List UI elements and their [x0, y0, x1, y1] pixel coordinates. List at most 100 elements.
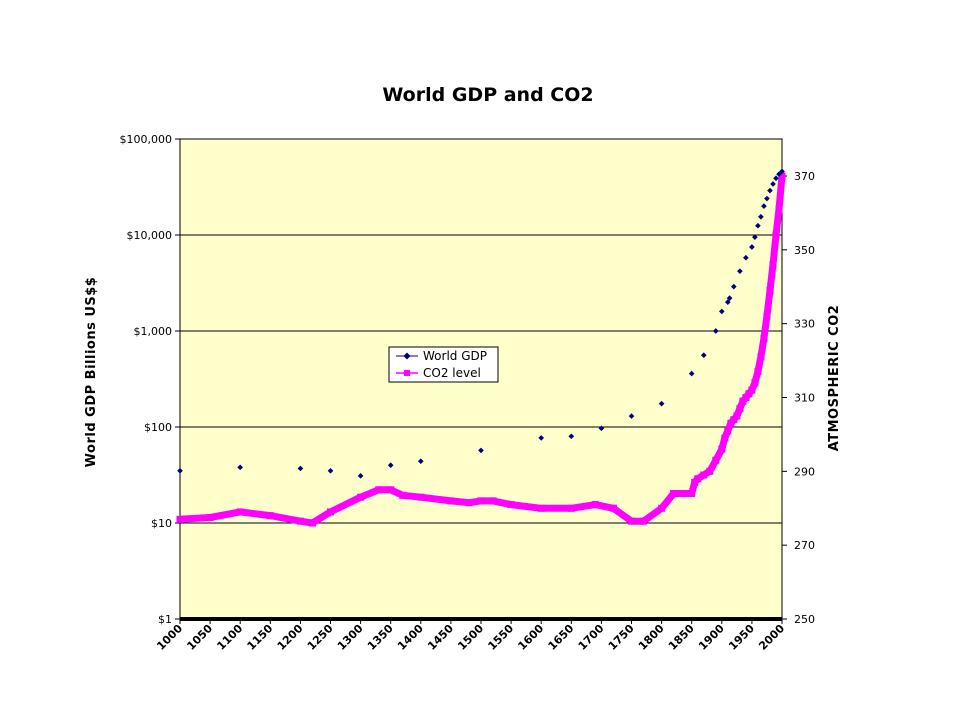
- x-tick-label: 1450: [425, 622, 456, 653]
- co2-point: [658, 504, 666, 512]
- x-tick-label: 1850: [666, 622, 697, 653]
- co2-point: [754, 368, 762, 376]
- co2-point: [739, 397, 747, 405]
- y-tick-label: $10,000: [127, 229, 173, 242]
- y2-tick-label: 290: [794, 465, 815, 478]
- co2-point: [751, 379, 759, 387]
- x-tick-label: 1050: [184, 622, 215, 653]
- y-tick-label: $100,000: [120, 133, 173, 146]
- legend-gdp-label: World GDP: [423, 349, 487, 363]
- co2-point: [236, 508, 244, 516]
- co2-point: [712, 456, 720, 464]
- gdp-point: [730, 283, 737, 290]
- x-tick-label: 1950: [726, 622, 757, 653]
- x-tick-label: 1250: [305, 622, 336, 653]
- x-tick-label: 1000: [154, 622, 185, 653]
- x-tick-label: 1650: [546, 622, 577, 653]
- co2-point: [688, 489, 696, 497]
- co2-point: [507, 501, 515, 509]
- gdp-point: [658, 400, 665, 407]
- legend-gdp-marker: [403, 352, 411, 360]
- x-tick-label: 1550: [485, 622, 516, 653]
- gridlines: [180, 234, 782, 524]
- co2-point: [489, 497, 497, 505]
- co2-point: [628, 517, 635, 525]
- co2-point: [724, 427, 732, 435]
- x-tick-label: 1750: [606, 622, 637, 653]
- co2-point: [700, 471, 708, 479]
- co2-point: [327, 508, 334, 516]
- x-tick-label: 1700: [576, 622, 607, 653]
- legend-co2-marker: [404, 370, 410, 376]
- y2-tick-label: 270: [794, 539, 815, 552]
- co2-point: [778, 172, 786, 180]
- x-tick-label: 1150: [245, 622, 276, 653]
- gdp-point: [417, 458, 424, 465]
- co2-point: [772, 231, 780, 239]
- co2-point: [766, 286, 774, 294]
- x-tick-label: 2000: [756, 622, 787, 653]
- gdp-point: [327, 467, 334, 474]
- gdp-point: [568, 433, 575, 440]
- co2-point: [176, 515, 184, 523]
- x-tick-label: 1350: [365, 622, 396, 653]
- co2-point: [742, 394, 750, 401]
- y-tick-label: $10: [151, 517, 172, 530]
- co2-point: [682, 489, 690, 497]
- gdp-point: [770, 181, 776, 187]
- co2-point: [465, 499, 473, 507]
- y-tick-label: $1: [158, 613, 172, 626]
- x-tick-label: 1100: [214, 622, 245, 653]
- gdp-point: [726, 295, 733, 301]
- co2-point: [691, 478, 699, 486]
- gdp-point: [598, 425, 605, 432]
- x-tick-label: 1400: [395, 622, 426, 653]
- gdp-point: [737, 268, 743, 274]
- co2-point: [733, 412, 741, 420]
- left-axis-title: World GDP Billions US$$: [84, 277, 99, 468]
- co2-point: [266, 512, 274, 520]
- x-axis-ticks: 1000 1050 1100 1150 1200 1250 1300 1350 1400 1450…: [154, 619, 787, 653]
- co2-point: [375, 486, 383, 494]
- co2-point: [399, 491, 407, 499]
- y2-tick-label: 330: [794, 318, 815, 331]
- co2-point: [357, 493, 365, 501]
- right-axis-title: ATMOSPHERIC CO2: [827, 305, 842, 452]
- gdp-point: [767, 187, 773, 194]
- co2-point: [206, 513, 214, 521]
- co2-point: [447, 497, 455, 505]
- co2-point: [694, 475, 702, 483]
- legend-co2-label: CO2 level: [423, 366, 481, 380]
- chart-title: World GDP and CO2: [382, 84, 593, 106]
- co2-point: [763, 312, 771, 320]
- co2-point: [745, 390, 753, 398]
- right-axis-ticks: 250 270 290 310 330 350 370: [782, 170, 815, 626]
- x-tick-label: 1900: [696, 622, 727, 653]
- y2-tick-label: 310: [794, 392, 815, 405]
- co2-point: [760, 334, 768, 342]
- co2-point: [387, 486, 395, 494]
- co2-point: [477, 497, 485, 505]
- left-axis-ticks: $1 $10 $100 $1,000 $10,000 $100,000: [120, 133, 180, 626]
- legend: World GDP CO2 level: [388, 346, 499, 383]
- co2-point: [775, 205, 783, 213]
- x-tick-label: 1800: [636, 622, 667, 653]
- x-tick-label: 1300: [335, 622, 366, 653]
- y2-tick-label: 370: [794, 170, 815, 183]
- gdp-point: [177, 467, 183, 474]
- y2-tick-label: 250: [794, 613, 815, 626]
- co2-point: [640, 517, 648, 525]
- co2-point: [730, 416, 738, 424]
- co2-point: [670, 489, 678, 497]
- co2-point: [537, 504, 545, 512]
- co2-point: [417, 493, 425, 501]
- y-tick-label: $100: [144, 421, 172, 434]
- co2-point: [748, 386, 756, 394]
- x-tick-label: 1500: [455, 622, 486, 653]
- gdp-point: [357, 472, 364, 479]
- co2-point: [296, 517, 304, 525]
- x-tick-label: 1600: [515, 622, 546, 653]
- co2-point: [308, 519, 316, 527]
- co2-point: [706, 467, 714, 475]
